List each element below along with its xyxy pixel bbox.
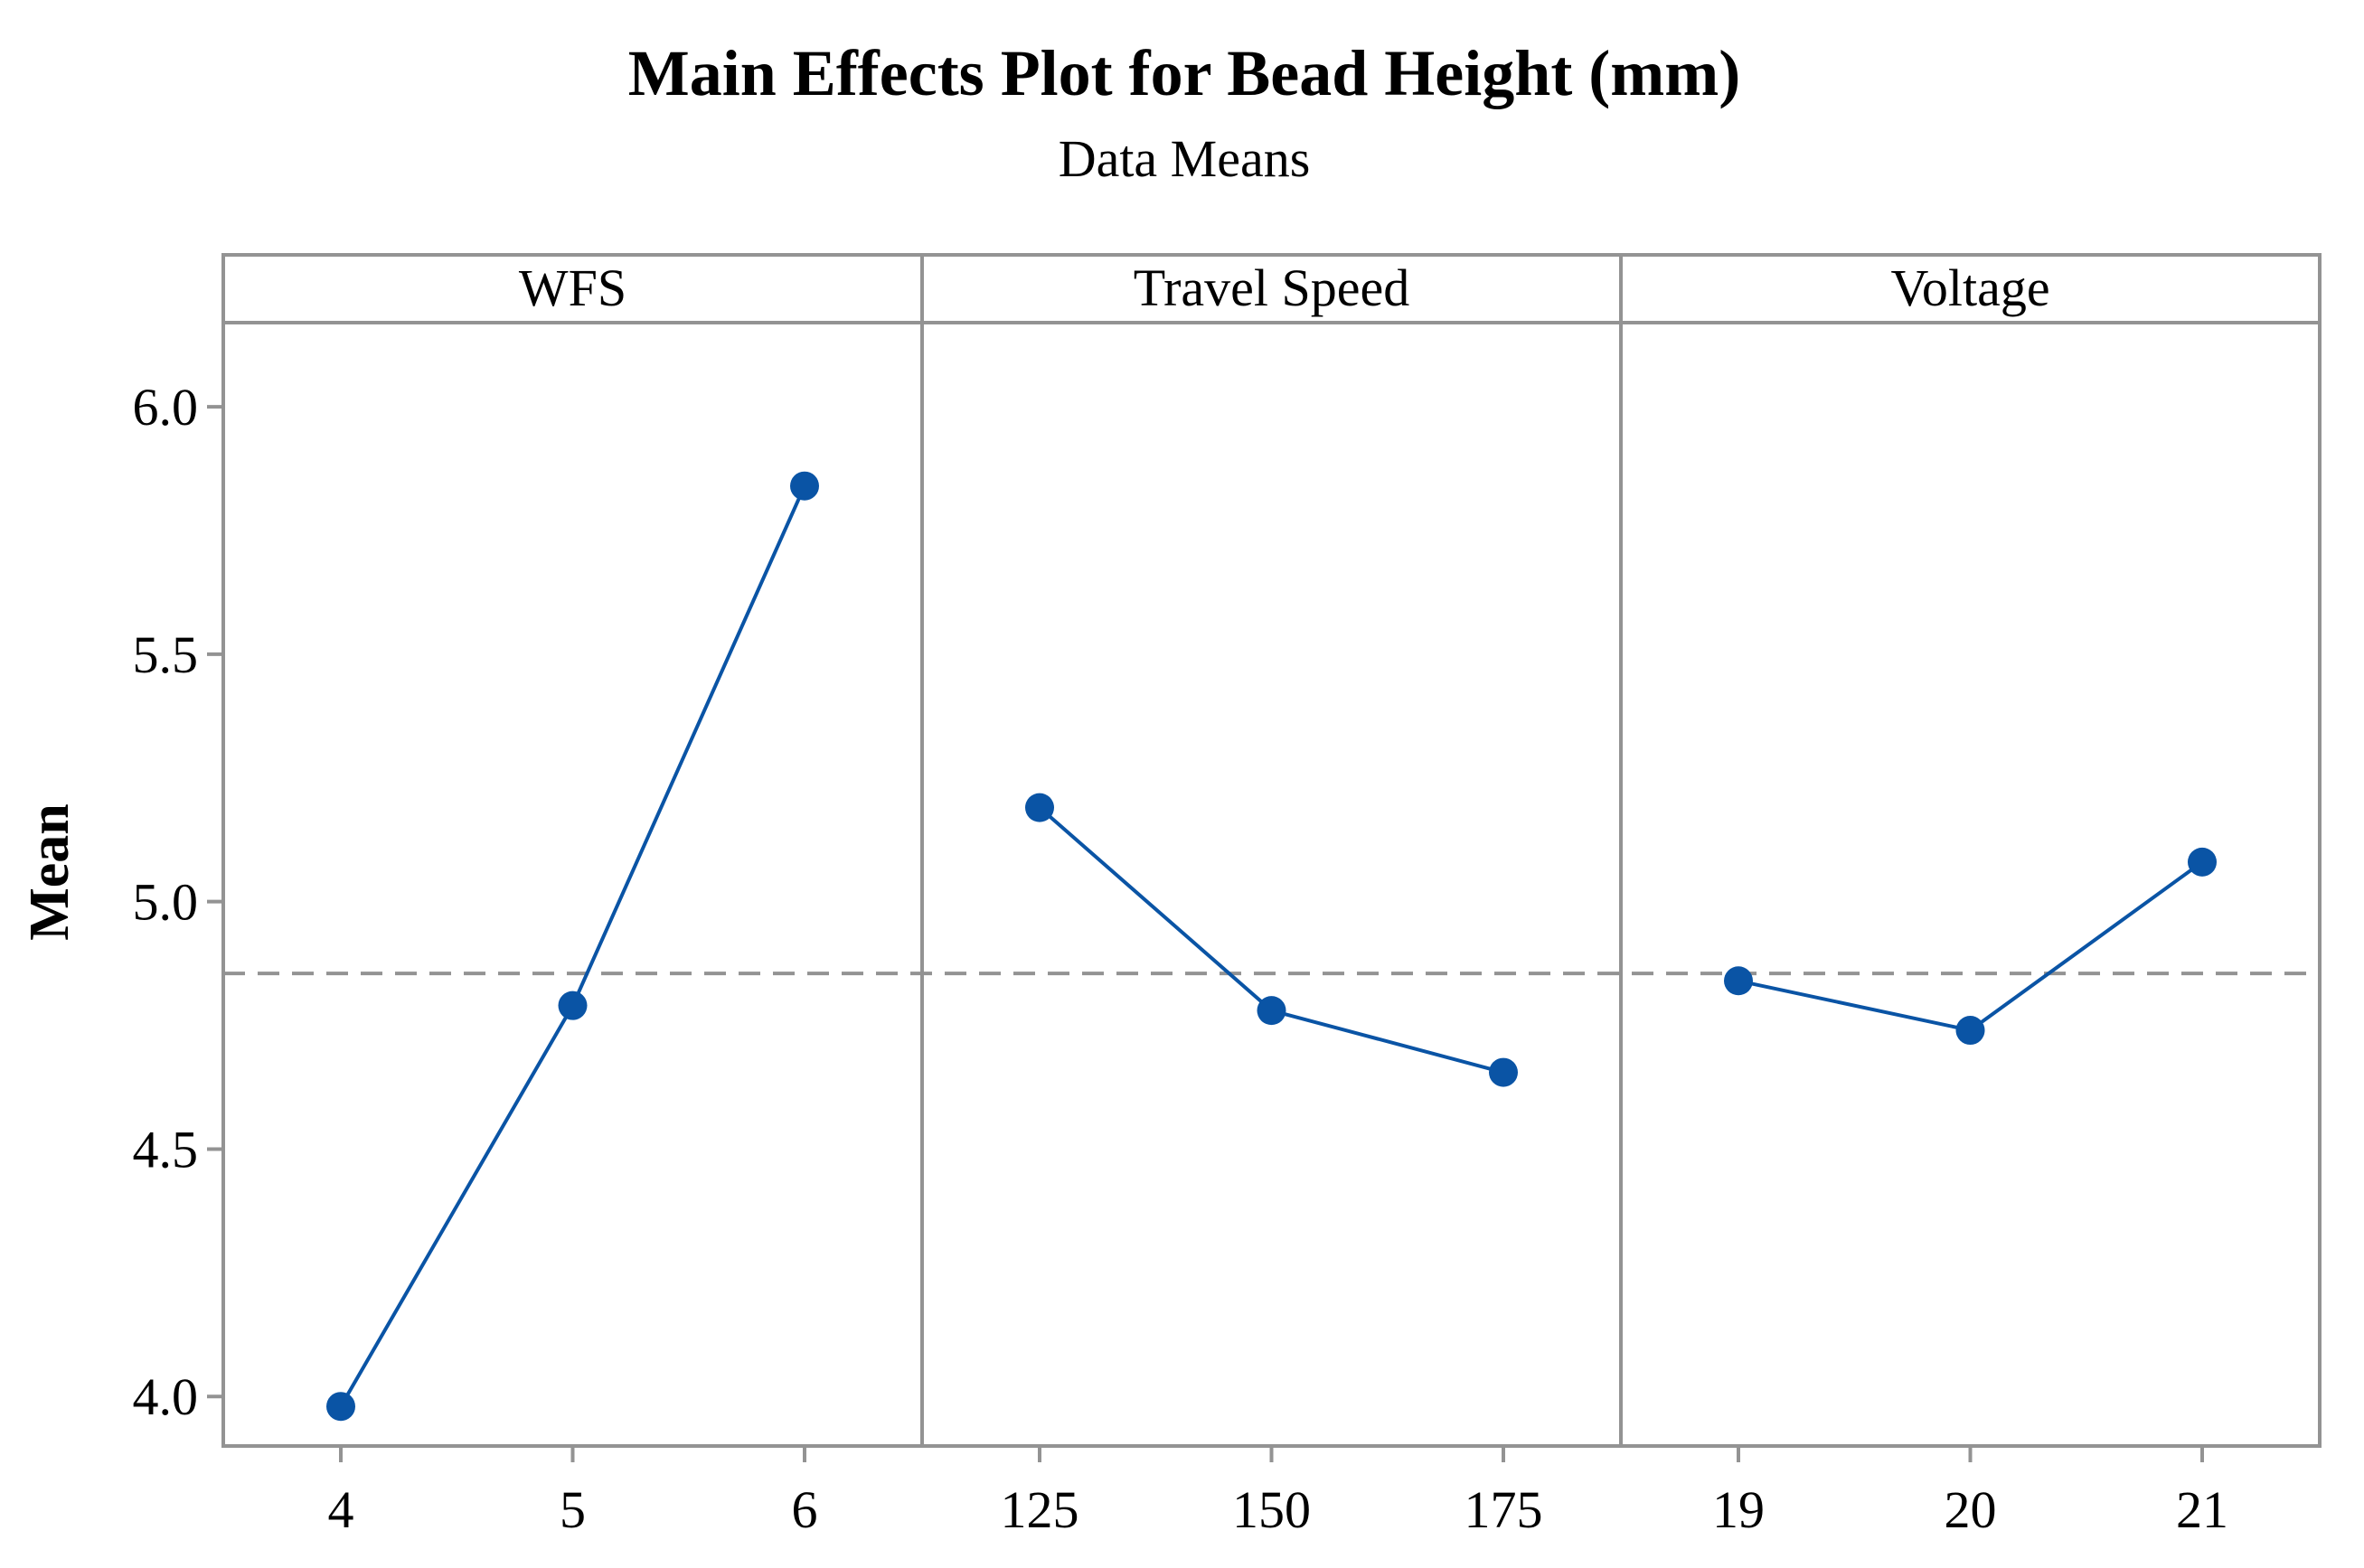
data-point xyxy=(2188,847,2217,877)
series-line-wfs xyxy=(339,484,806,1408)
data-point xyxy=(1257,996,1286,1026)
plot-frame xyxy=(221,253,2322,1448)
y-tick-label: 5.0 xyxy=(133,873,199,932)
data-point xyxy=(1724,966,1753,996)
data-point xyxy=(1025,793,1054,822)
x-tick-label: 6 xyxy=(792,1480,818,1539)
x-tick-label: 175 xyxy=(1465,1480,1543,1539)
x-tick-label: 21 xyxy=(2176,1480,2228,1539)
x-tick-label: 125 xyxy=(1001,1480,1079,1539)
x-tick-label: 150 xyxy=(1232,1480,1311,1539)
panel-label-travel-speed: Travel Speed xyxy=(1134,258,1410,317)
data-point xyxy=(790,471,819,501)
y-tick-label: 5.5 xyxy=(133,625,199,684)
data-point xyxy=(1955,1016,1985,1046)
series-line-voltage xyxy=(1738,860,2204,1033)
y-tick-label: 6.0 xyxy=(133,378,199,437)
series-line-travel-speed xyxy=(1038,806,1504,1075)
x-tick-label: 4 xyxy=(328,1480,354,1539)
y-tick-label: 4.0 xyxy=(133,1367,199,1426)
panel-label-voltage: Voltage xyxy=(1890,258,2049,317)
chart-title: Main Effects Plot for Bead Height (mm) xyxy=(628,37,1740,109)
data-point xyxy=(326,1392,355,1422)
chart-subtitle: Data Means xyxy=(1059,129,1311,188)
panel-label-wfs: WFS xyxy=(519,258,626,317)
x-tick-label: 5 xyxy=(560,1480,586,1539)
data-point xyxy=(1489,1057,1518,1087)
y-axis-label: Mean xyxy=(19,803,80,941)
y-tick-label: 4.5 xyxy=(133,1120,199,1178)
plot-area: 4.0 4.5 5.0 5.5 6.0 WFS 4 5 6 Travel Speed 125 150 1… xyxy=(133,253,2322,1539)
x-tick-label: 19 xyxy=(1712,1480,1765,1539)
data-point xyxy=(558,991,588,1020)
x-tick-label: 20 xyxy=(1945,1480,1997,1539)
